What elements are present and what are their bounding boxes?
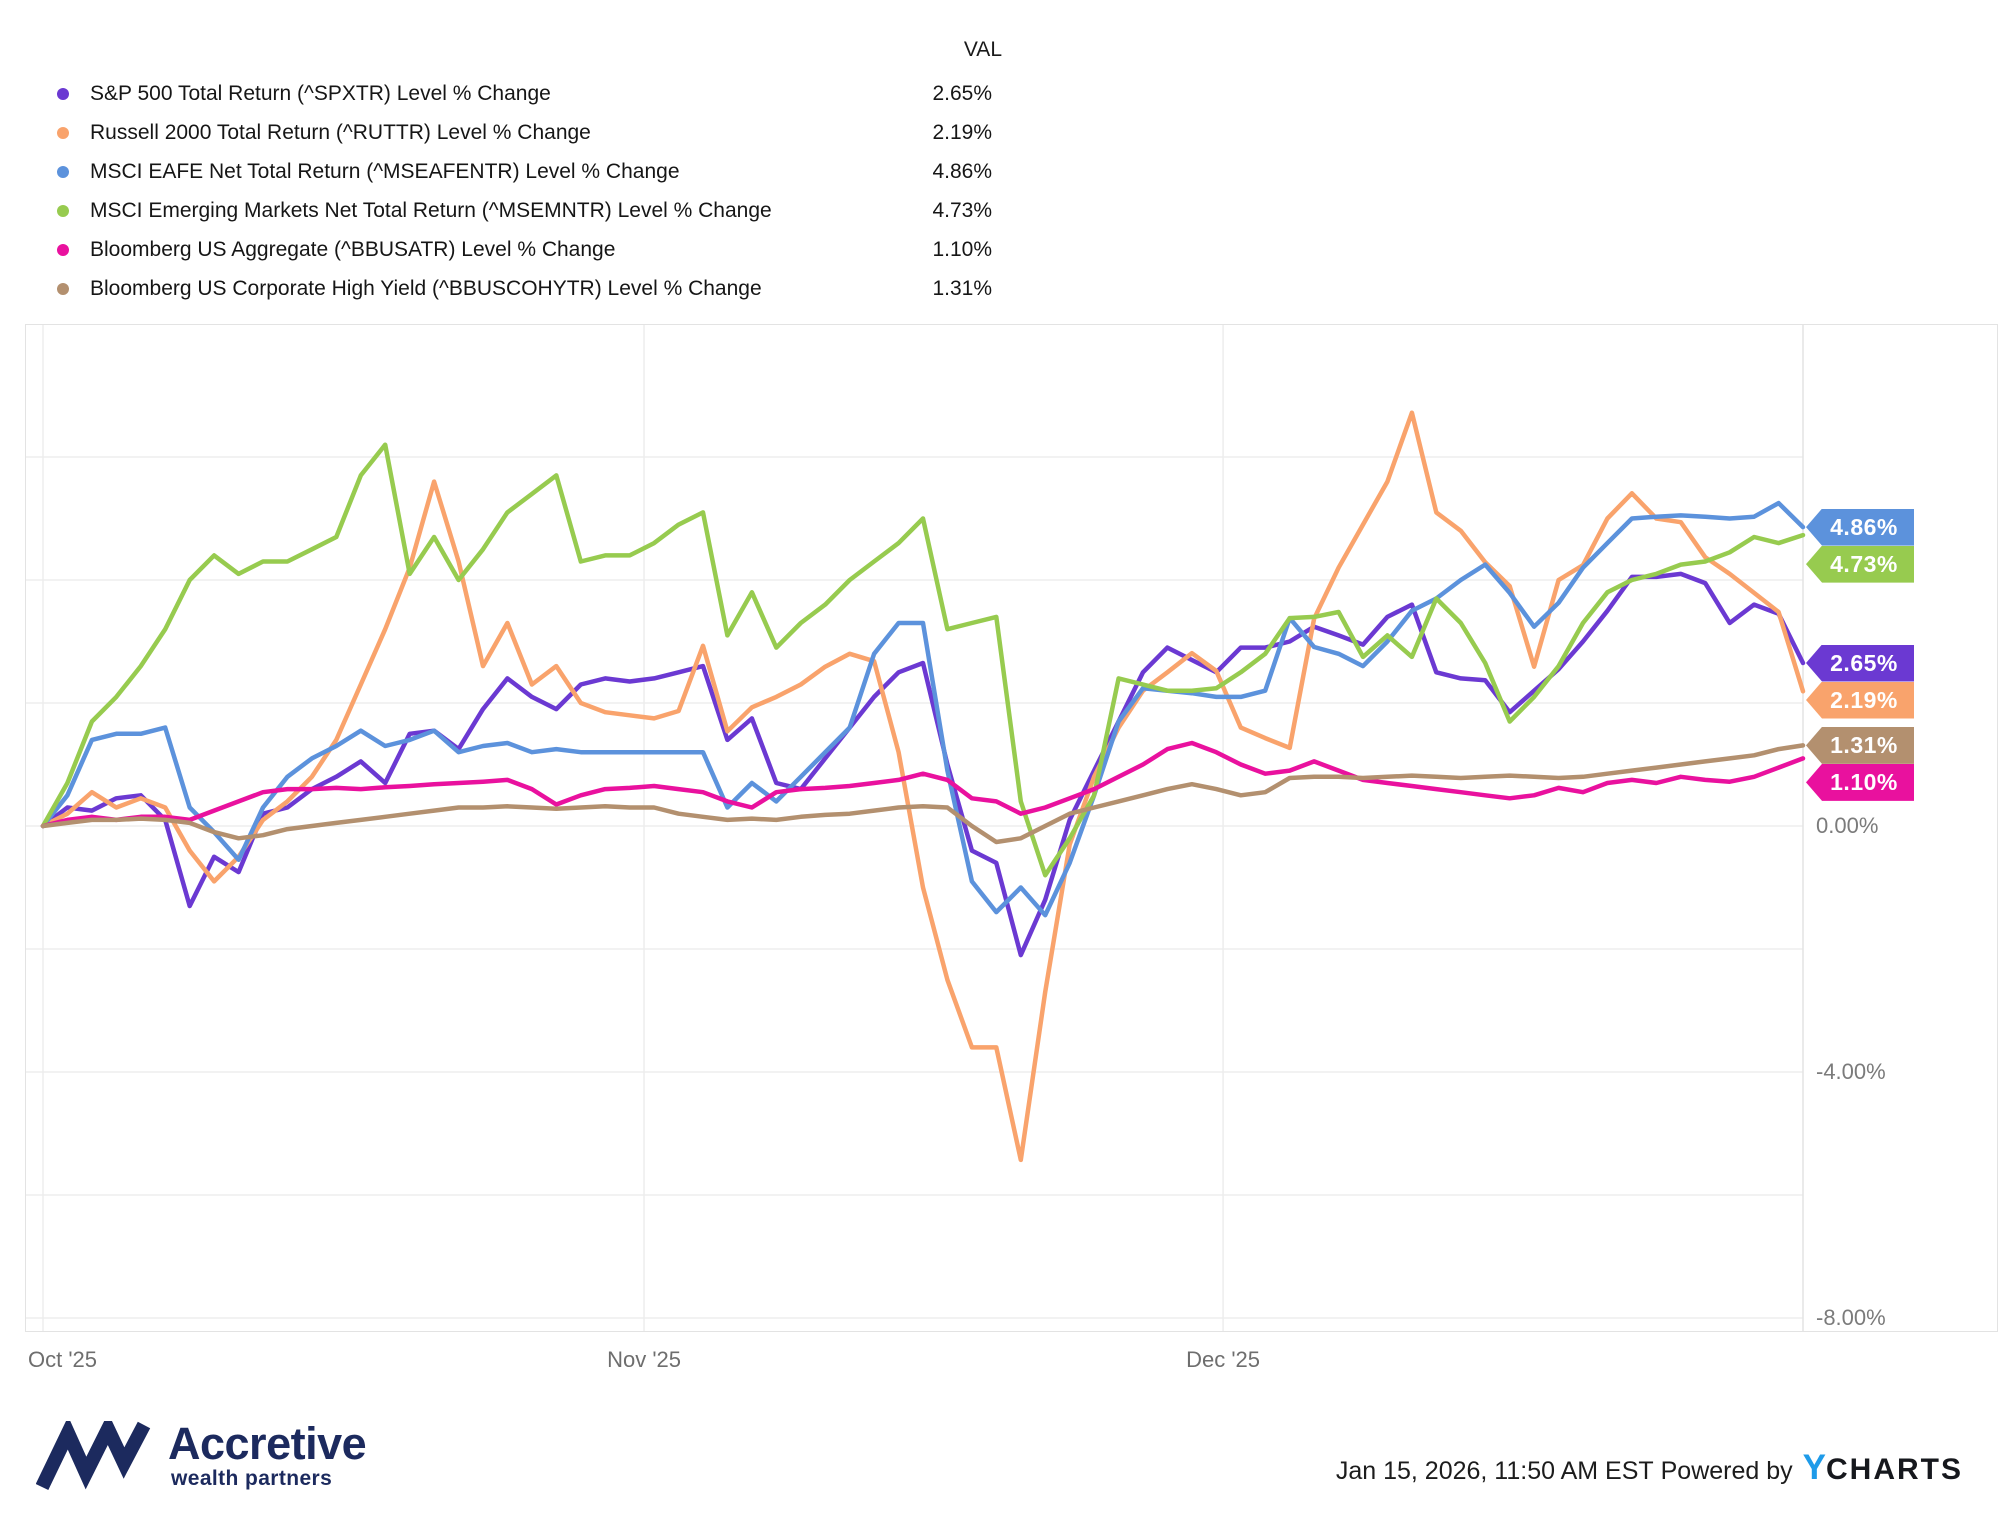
legend-value: 4.73% <box>932 199 992 222</box>
series-line-spxtr <box>40 571 1806 958</box>
value-tag-mseafentr: 4.86% <box>1806 508 1914 546</box>
val-column-header: VAL <box>963 38 1002 61</box>
legend-label: MSCI Emerging Markets Net Total Return (… <box>90 198 772 222</box>
val-column: 2.65% 2.19% 4.86% 4.73% 1.10% 1.31% <box>916 74 1002 308</box>
legend-item-msemntr: MSCI Emerging Markets Net Total Return (… <box>45 191 772 230</box>
value-tag-bbusatr: 1.10% <box>1806 763 1914 801</box>
value-tag-ruttr: 2.19% <box>1806 681 1914 719</box>
legend-label: MSCI EAFE Net Total Return (^MSEAFENTR) … <box>90 159 680 183</box>
legend-dot-icon <box>57 282 69 295</box>
legend: S&P 500 Total Return (^SPXTR) Level % Ch… <box>45 74 772 308</box>
series-line-bbuscohytr <box>40 743 1806 845</box>
y-axis-label: -8.00% <box>1816 1305 1886 1330</box>
legend-dot-icon <box>57 243 69 256</box>
timestamp: Jan 15, 2026, 11:50 AM EST Powered by <box>1335 1457 1793 1485</box>
brand-name: Accretive <box>168 1418 367 1469</box>
legend-dot-icon <box>57 126 69 139</box>
series-line-mseafentr <box>40 500 1806 918</box>
footer-stamp: Jan 15, 2026, 11:50 AM EST Powered by YC… <box>1336 1448 1963 1488</box>
legend-item-bbusatr: Bloomberg US Aggregate (^BBUSATR) Level … <box>45 230 772 269</box>
legend-value: 1.10% <box>932 238 992 261</box>
accretive-logo: Accretive wealth partners <box>36 1418 367 1493</box>
legend-item-mseafentr: MSCI EAFE Net Total Return (^MSEAFENTR) … <box>45 152 772 191</box>
series-line-ruttr <box>40 410 1806 1163</box>
legend-dot-icon <box>57 204 69 217</box>
value-tag-msemntr: 4.73% <box>1806 545 1914 583</box>
series-line-bbusatr <box>40 740 1806 829</box>
legend-item-ruttr: Russell 2000 Total Return (^RUTTR) Level… <box>45 113 772 152</box>
legend-label: Bloomberg US Aggregate (^BBUSATR) Level … <box>90 237 616 261</box>
accretive-logo-icon <box>36 1421 151 1491</box>
x-axis-label: Dec '25 <box>1186 1347 1261 1372</box>
y-axis-label: 0.00% <box>1816 813 1879 838</box>
legend-item-spxtr: S&P 500 Total Return (^SPXTR) Level % Ch… <box>45 74 772 113</box>
x-axis-label: Oct '25 <box>28 1347 98 1372</box>
value-tag-bbuscohytr: 1.31% <box>1806 726 1914 764</box>
legend-value: 2.19% <box>932 121 992 144</box>
legend-value: 2.65% <box>932 82 992 105</box>
y-axis-label: -4.00% <box>1816 1059 1886 1084</box>
legend-label: S&P 500 Total Return (^SPXTR) Level % Ch… <box>90 81 551 105</box>
series-line-msemntr <box>40 442 1806 878</box>
legend-dot-icon <box>57 87 69 100</box>
legend-item-bbuscohytr: Bloomberg US Corporate High Yield (^BBUS… <box>45 269 772 308</box>
legend-dot-icon <box>57 165 69 178</box>
legend-value: 1.31% <box>932 277 992 300</box>
x-axis-label: Nov '25 <box>607 1347 681 1372</box>
ycharts-y-icon: Y <box>1802 1448 1826 1487</box>
value-tag-spxtr: 2.65% <box>1806 644 1914 682</box>
legend-label: Bloomberg US Corporate High Yield (^BBUS… <box>90 276 762 300</box>
ycharts-logo: YCHARTS <box>1802 1448 1963 1487</box>
legend-value: 4.86% <box>932 160 992 183</box>
legend-label: Russell 2000 Total Return (^RUTTR) Level… <box>90 120 591 144</box>
brand-subtitle: wealth partners <box>171 1467 333 1490</box>
